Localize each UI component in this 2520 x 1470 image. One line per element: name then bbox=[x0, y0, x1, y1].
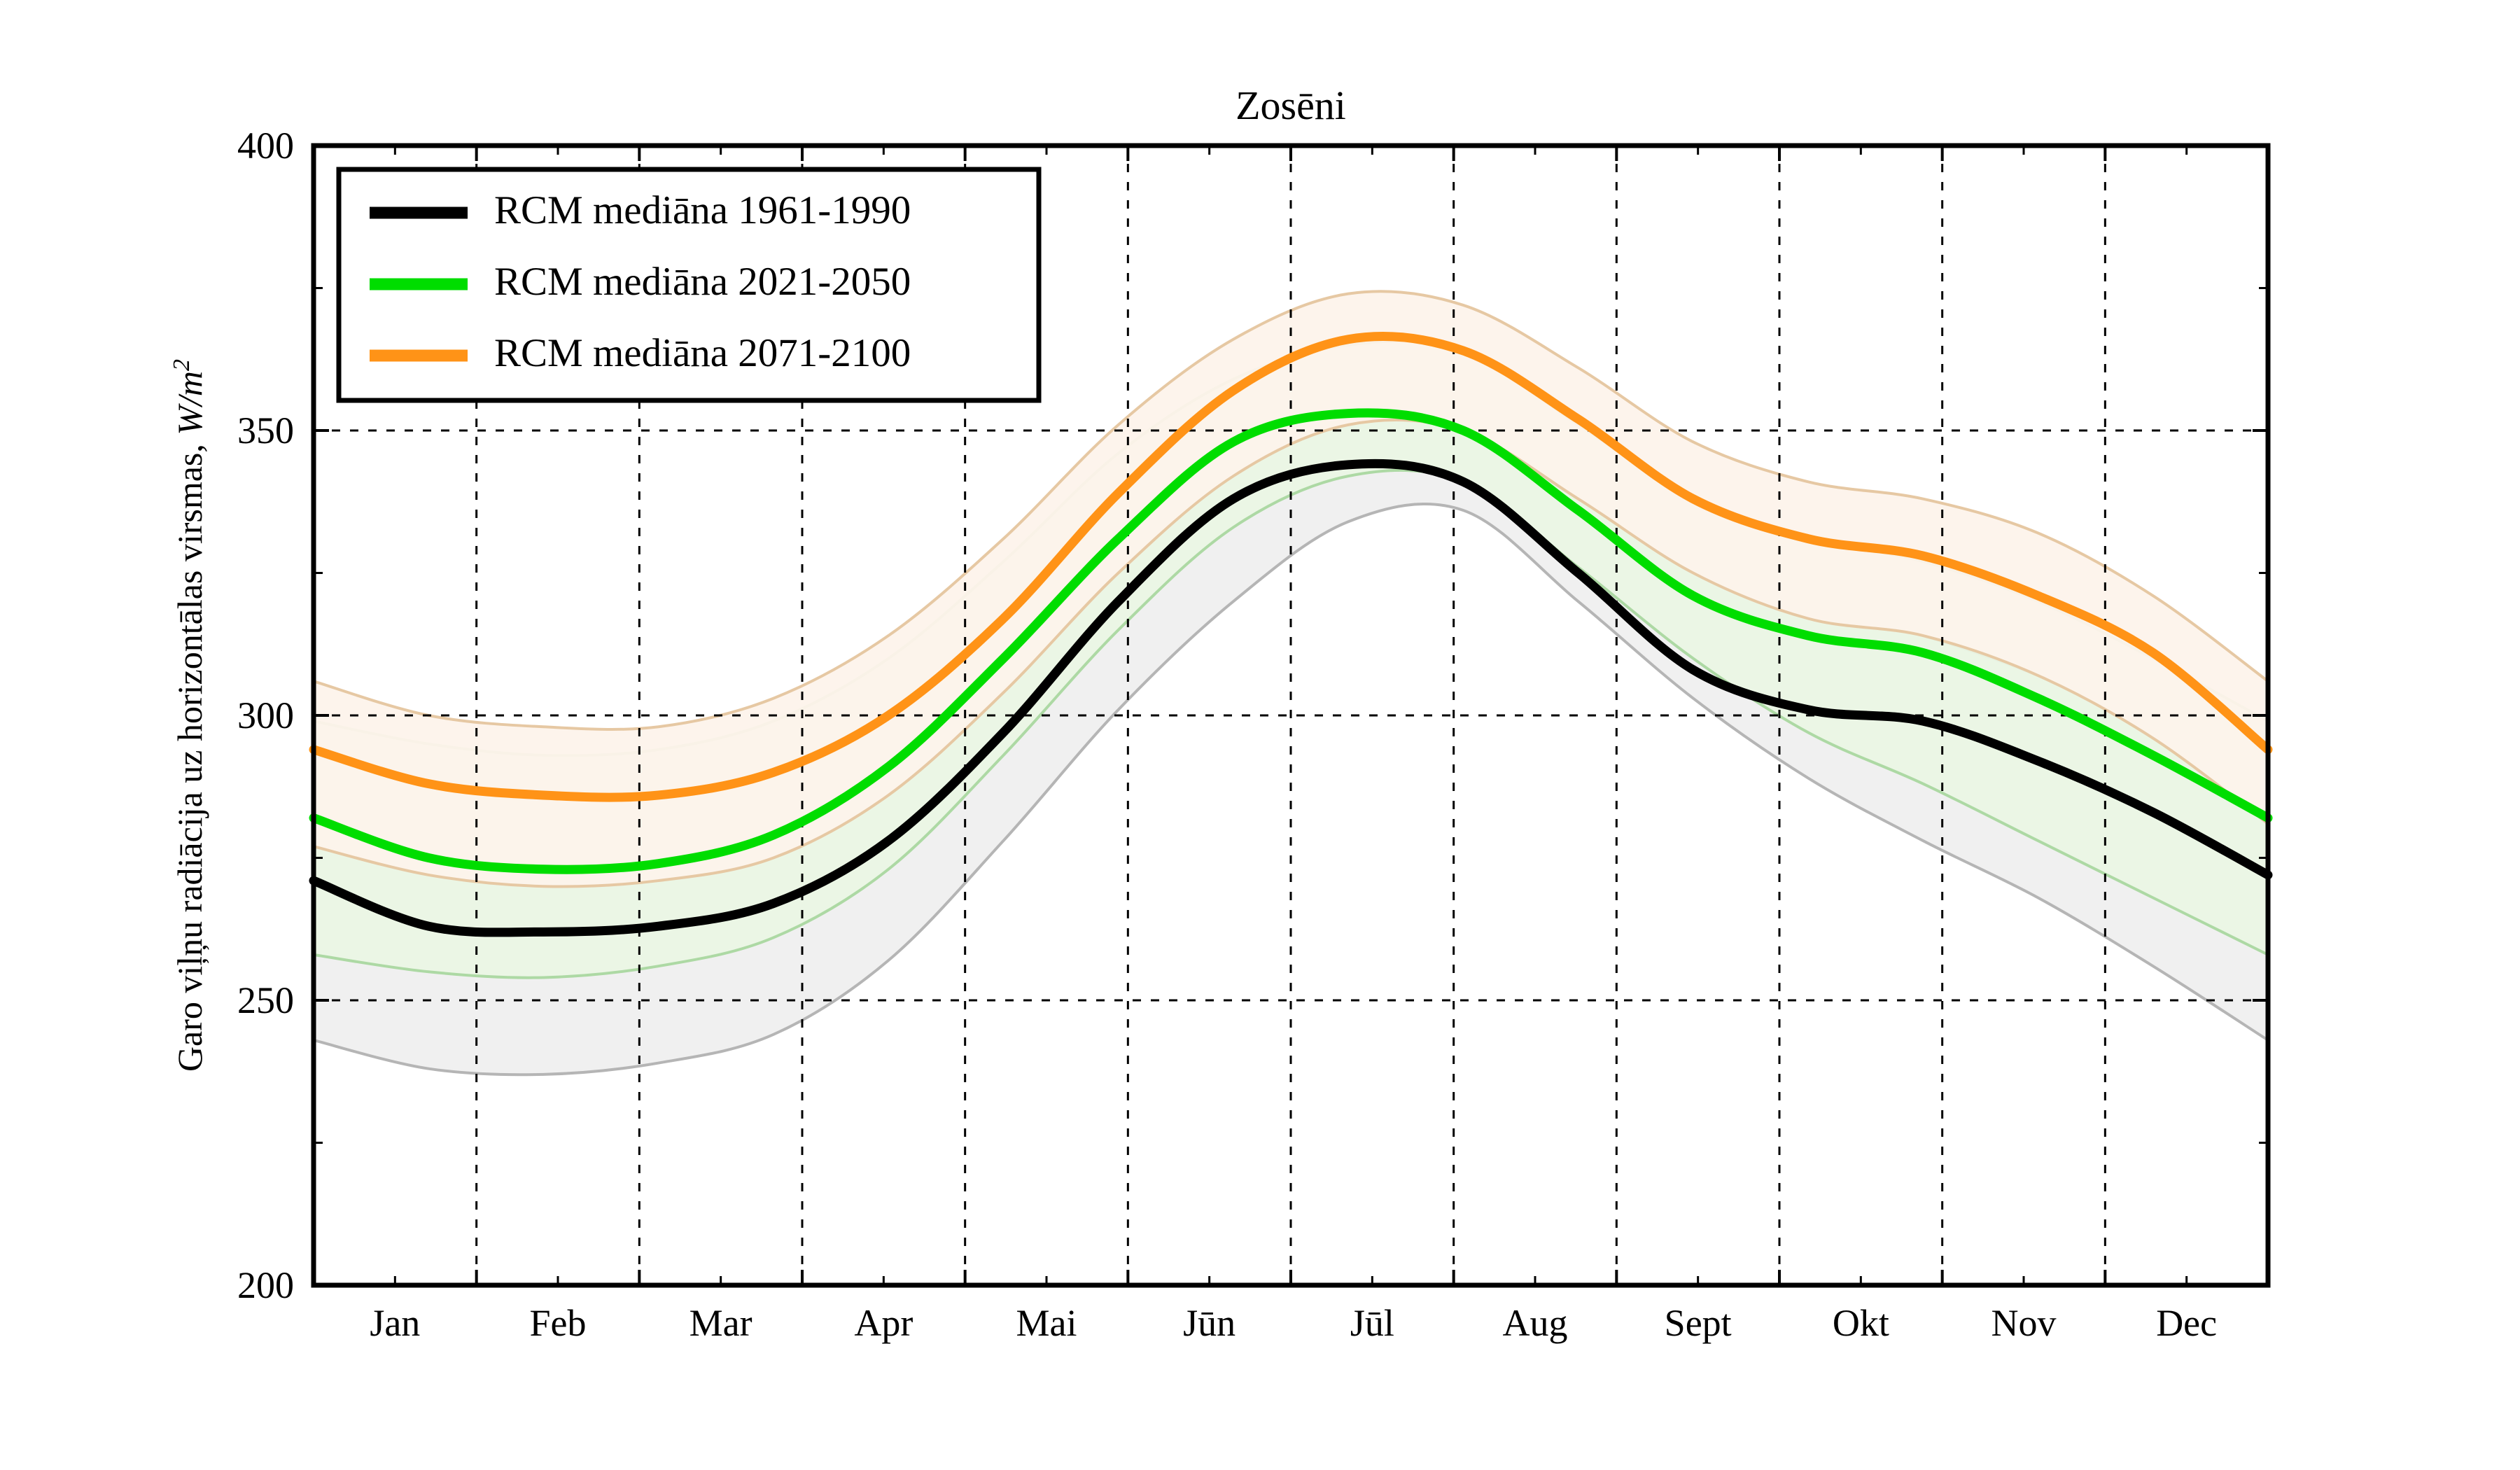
legend-label: RCM mediāna 2071-2100 bbox=[494, 331, 911, 375]
y-tick-label: 400 bbox=[237, 125, 294, 167]
x-tick-label: Mai bbox=[1016, 1302, 1077, 1344]
y-tick-label: 250 bbox=[237, 979, 294, 1021]
x-tick-label: Dec bbox=[2156, 1302, 2217, 1344]
y-tick-label: 300 bbox=[237, 694, 294, 736]
chart-legend: RCM mediāna 1961-1990 RCM mediāna 2021-20… bbox=[336, 167, 1042, 403]
x-tick-label: Jūl bbox=[1350, 1302, 1394, 1344]
median-line bbox=[309, 331, 2273, 802]
median-line bbox=[309, 408, 2273, 874]
x-tick-label: Mar bbox=[690, 1302, 752, 1344]
page-title: Zosēni bbox=[1236, 83, 1346, 128]
x-tick-label: Jūn bbox=[1183, 1302, 1236, 1344]
plot-frame bbox=[311, 143, 2271, 1288]
x-tick-label: Okt bbox=[1833, 1302, 1889, 1344]
uncertainty-band bbox=[313, 290, 2269, 888]
median-lines bbox=[309, 331, 2273, 937]
legend-items: RCM mediāna 1961-1990 RCM mediāna 2021-20… bbox=[370, 188, 911, 375]
x-axis-tick-labels: Jan Feb Mar Apr Mai Jūn Jūl Aug Sept Okt Nov Dec bbox=[370, 1302, 2217, 1344]
y-axis-title: Garo viļņu radiācija uz horizontālas vir… bbox=[169, 359, 209, 1072]
x-tick-label: Aug bbox=[1503, 1302, 1568, 1344]
x-tick-label: Apr bbox=[854, 1302, 913, 1344]
legend-label: RCM mediāna 1961-1990 bbox=[494, 188, 911, 232]
x-tick-label: Nov bbox=[1991, 1302, 2057, 1344]
x-tick-label: Feb bbox=[530, 1302, 587, 1344]
median-line bbox=[309, 458, 2273, 937]
x-tick-label: Jan bbox=[370, 1302, 420, 1344]
y-tick-label: 200 bbox=[237, 1264, 294, 1306]
y-axis-tick-labels: 200 250 300 350 400 bbox=[237, 125, 294, 1306]
x-tick-label: Sept bbox=[1665, 1302, 1732, 1344]
legend-label: RCM mediāna 2021-2050 bbox=[494, 260, 911, 304]
y-tick-label: 350 bbox=[237, 410, 294, 451]
